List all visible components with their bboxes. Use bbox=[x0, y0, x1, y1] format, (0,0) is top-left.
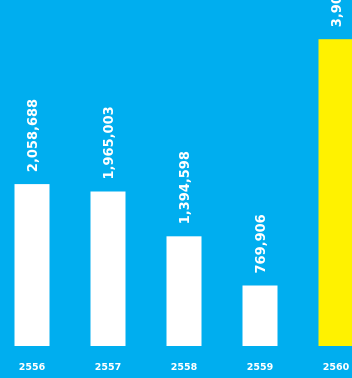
bar-2559 bbox=[243, 286, 278, 347]
bar-2557 bbox=[91, 192, 126, 347]
value-label-2556: 2,058,688 bbox=[26, 99, 41, 172]
value-label-2558: 1,394,598 bbox=[178, 151, 193, 224]
x-tick-2556: 2556 bbox=[19, 362, 46, 373]
x-tick-2560: 2560 bbox=[323, 362, 350, 373]
value-label-2557: 1,965,003 bbox=[102, 106, 117, 179]
x-tick-2559: 2559 bbox=[247, 362, 273, 373]
value-label-2560: 3,901,058 bbox=[330, 0, 345, 27]
value-label-2559: 769,906 bbox=[254, 214, 269, 273]
bar-2556 bbox=[15, 184, 50, 346]
value-labels-group: 2,058,688 1,965,003 1,394,598 769,906 3,901,… bbox=[26, 0, 345, 273]
x-tick-2558: 2558 bbox=[171, 362, 198, 373]
bar-2560 bbox=[319, 39, 352, 346]
bar-2558 bbox=[167, 236, 202, 346]
x-tick-labels-group: 2556 2557 2558 2559 2560 bbox=[19, 362, 350, 373]
x-tick-2557: 2557 bbox=[95, 362, 121, 373]
